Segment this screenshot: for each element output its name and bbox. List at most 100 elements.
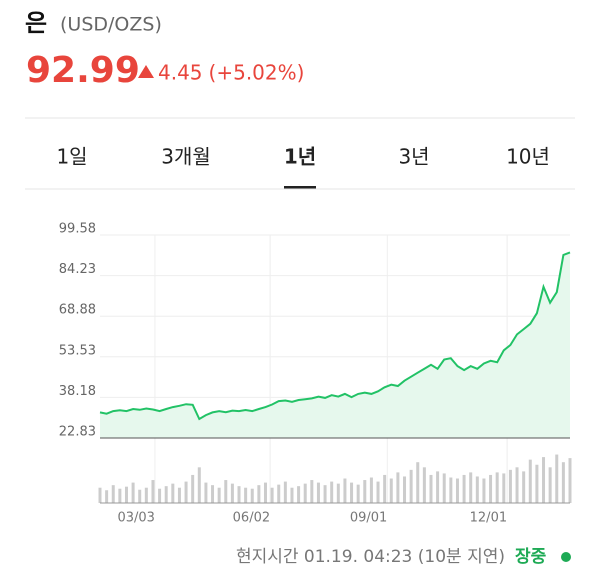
price: 92.99	[26, 50, 140, 91]
volume-bar	[217, 487, 221, 503]
timestamp: 현지시간 01.19. 04:23 (10분 지연)	[236, 547, 505, 567]
volume-bar	[429, 474, 433, 503]
volume-bar	[422, 467, 426, 503]
volume-bar	[508, 469, 512, 503]
volume-bar	[323, 485, 327, 503]
y-tick-label: 68.88	[59, 303, 96, 318]
volume-bar	[330, 481, 334, 503]
volume-bar	[568, 458, 572, 503]
volume-bar	[356, 484, 360, 503]
volume-bar	[184, 481, 188, 503]
volume-bar	[310, 480, 314, 503]
asset-unit: (USD/OZS)	[60, 14, 162, 36]
tab[interactable]: 10년	[506, 145, 550, 169]
volume-bar	[383, 474, 387, 503]
volume-bar	[197, 467, 201, 503]
volume-bar	[191, 474, 195, 503]
volume-bar	[230, 483, 234, 503]
volume-bar	[555, 454, 559, 503]
volume-bar	[164, 486, 168, 503]
volume-bar	[283, 481, 287, 503]
volume-bar	[257, 485, 261, 503]
x-tick-label: 03/03	[117, 511, 154, 526]
volume-bar	[297, 486, 301, 503]
volume-bar	[211, 485, 215, 503]
volume-bar	[462, 474, 466, 503]
volume-bar	[131, 482, 135, 503]
volume-bar	[442, 473, 446, 503]
volume-bar	[436, 471, 440, 503]
x-tick-label: 06/02	[233, 511, 270, 526]
volume-bar	[396, 472, 400, 503]
tab[interactable]: 1년	[284, 145, 316, 169]
volume-bar	[336, 483, 340, 503]
volume-bar	[204, 482, 208, 503]
x-tick-label: 12/01	[470, 511, 507, 526]
volume-bar	[542, 457, 546, 503]
volume-bar	[224, 480, 228, 503]
volume-bar	[515, 467, 519, 503]
tab[interactable]: 3개월	[161, 145, 211, 169]
volume-bar	[376, 481, 380, 503]
volume-bar	[244, 487, 248, 503]
volume-bar	[363, 480, 367, 503]
volume-bar	[250, 488, 254, 503]
chart: 99.58 84.23 68.88 53.53 38.18 22.83 03/03 06/02…	[59, 222, 572, 526]
volume-bar	[124, 486, 128, 503]
volume-bar	[111, 485, 115, 503]
volume-bar	[535, 464, 539, 503]
volume-bar	[237, 486, 241, 503]
tab-bar: 1일 3개월 1년 3년 10년	[56, 145, 550, 189]
y-tick-label: 22.83	[59, 425, 96, 440]
tab[interactable]: 1일	[56, 145, 87, 169]
volume-bar	[171, 483, 175, 503]
volume-bar	[561, 462, 565, 503]
volume-bar	[118, 488, 122, 503]
volume-bar	[290, 487, 294, 503]
volume-bar	[263, 482, 267, 503]
status-dot	[561, 552, 571, 562]
x-tick-label: 09/01	[350, 511, 387, 526]
price-line	[99, 251, 571, 421]
y-tick-label: 84.23	[59, 262, 96, 277]
volume-bar	[350, 482, 354, 503]
volume-bar	[548, 467, 552, 503]
volume-bar	[303, 483, 307, 503]
area	[100, 252, 570, 438]
tab-underline	[284, 186, 316, 189]
volume-bar	[495, 472, 499, 503]
volume-bar	[489, 474, 493, 503]
volume-bar	[502, 473, 506, 503]
volume-bar	[98, 487, 102, 503]
volume-bar	[482, 478, 486, 503]
volume-bar	[522, 471, 526, 503]
volume-bar	[369, 477, 373, 503]
volume-bar	[475, 476, 479, 503]
volume-bar	[403, 476, 407, 503]
volume-bar	[343, 478, 347, 503]
price-change: 4.45	[158, 61, 203, 85]
volume-bar	[105, 490, 109, 503]
volume-bar	[528, 459, 532, 503]
up-arrow	[138, 65, 154, 78]
volume-bar	[177, 487, 181, 503]
volume-bar	[151, 480, 155, 503]
y-tick-label: 99.58	[59, 222, 96, 237]
tab[interactable]: 3년	[398, 145, 429, 169]
volume-bar	[316, 482, 320, 503]
volume-bar	[409, 469, 413, 503]
volume-bar	[449, 477, 453, 503]
price-change-percent: (+5.02%)	[209, 61, 305, 85]
y-tick-label: 38.18	[59, 384, 96, 399]
volume-bar	[138, 489, 142, 503]
volume-bar	[144, 487, 148, 503]
volume-bar	[455, 478, 459, 503]
volume-bar	[158, 488, 162, 503]
y-tick-label: 53.53	[59, 343, 96, 358]
volume-bar	[277, 484, 281, 503]
volume-bar	[469, 472, 473, 503]
volume-bar	[389, 478, 393, 503]
volume-bar	[416, 462, 420, 503]
volume-bar	[270, 487, 274, 503]
